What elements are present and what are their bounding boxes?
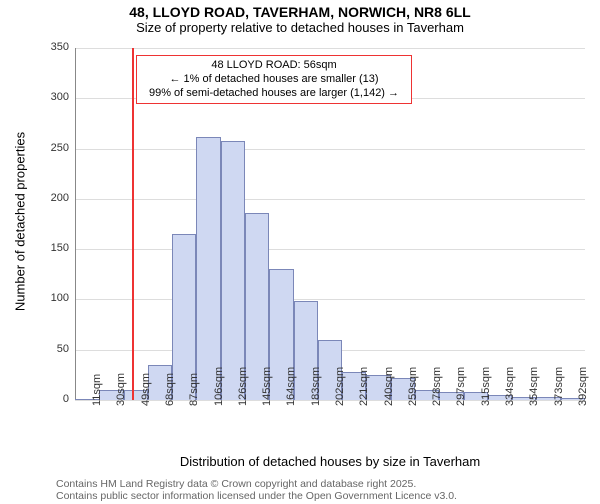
y-tick-label: 150 [37,242,69,254]
y-tick-label: 200 [37,192,69,204]
y-tick-label: 50 [37,343,69,355]
y-axis-label: Number of detached properties [13,122,28,322]
x-tick-label: 334sqm [504,367,516,406]
histogram-chart: 48 LLOYD ROAD: 56sqm← 1% of detached hou… [75,48,585,400]
y-tick-label: 350 [37,41,69,53]
annotation-line: 99% of semi-detached houses are larger (… [143,87,405,101]
page-title-line1: 48, LLOYD ROAD, TAVERHAM, NORWICH, NR8 6… [0,4,600,20]
x-tick-label: 164sqm [285,367,297,406]
x-tick-label: 315sqm [480,367,492,406]
histogram-bar [221,141,245,400]
y-tick-label: 300 [37,91,69,103]
annotation-line: 48 LLOYD ROAD: 56sqm [143,59,405,73]
gridline [75,149,585,150]
x-axis-label: Distribution of detached houses by size … [75,454,585,469]
x-tick-label: 297sqm [455,367,467,406]
x-tick-label: 11sqm [91,374,103,406]
x-tick-label: 221sqm [358,367,370,406]
x-tick-label: 126sqm [237,367,249,406]
x-tick-label: 354sqm [528,367,540,406]
y-axis [75,48,76,400]
x-tick-label: 373sqm [553,367,565,406]
annotation-line: ← 1% of detached houses are smaller (13) [143,73,405,87]
y-tick-label: 100 [37,292,69,304]
page-title-line2: Size of property relative to detached ho… [0,20,600,35]
x-tick-label: 183sqm [310,367,322,406]
gridline [75,199,585,200]
x-tick-label: 259sqm [407,367,419,406]
x-tick-label: 240sqm [383,367,395,406]
x-tick-label: 49sqm [140,373,152,406]
x-tick-label: 30sqm [115,373,127,406]
x-tick-label: 87sqm [188,373,200,406]
footer-line1: Contains HM Land Registry data © Crown c… [56,478,416,490]
x-tick-label: 145sqm [261,367,273,406]
reference-line [132,48,134,400]
x-tick-label: 392sqm [577,367,589,406]
x-tick-label: 106sqm [213,367,225,406]
y-tick-label: 0 [37,393,69,405]
gridline [75,299,585,300]
x-tick-label: 202sqm [334,367,346,406]
y-tick-label: 250 [37,142,69,154]
gridline [75,249,585,250]
gridline [75,48,585,49]
histogram-bar [196,137,220,400]
footer-line2: Contains public sector information licen… [56,490,457,502]
x-tick-label: 278sqm [431,367,443,406]
x-tick-label: 68sqm [164,373,176,406]
annotation-box: 48 LLOYD ROAD: 56sqm← 1% of detached hou… [136,55,412,104]
